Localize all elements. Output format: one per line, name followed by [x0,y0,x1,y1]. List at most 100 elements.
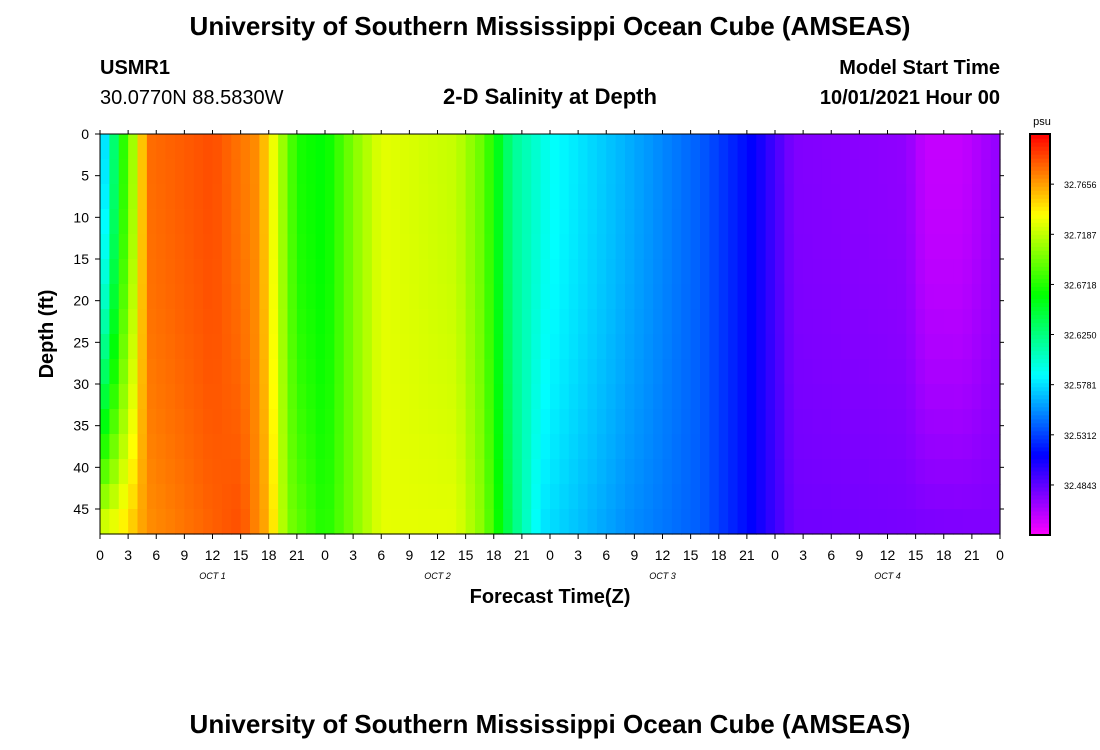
heatmap-cell [268,359,279,385]
x-tick-label: 0 [996,547,1004,563]
heatmap-cell [765,334,776,360]
colorbar-segment [1030,258,1050,263]
heatmap-cell [343,434,354,460]
heatmap-cell [568,459,579,485]
heatmap-cell [325,409,335,435]
colorbar-segment [1030,154,1050,159]
heatmap-cell [578,459,589,485]
heatmap-cell [746,209,757,235]
heatmap-cell [315,309,326,335]
heatmap-cell [212,159,223,185]
heatmap-cell [409,234,420,260]
heatmap-cell [465,484,476,510]
heatmap-cell [709,334,720,360]
heatmap-cell [765,234,776,260]
colorbar-segment [1030,278,1050,283]
heatmap-cell [371,309,382,335]
colorbar-tick-label: 32.7187 [1064,230,1097,240]
heatmap-cell [193,284,204,310]
heatmap-cell [109,284,120,310]
heatmap-cell [296,209,307,235]
colorbar-tick-label: 32.6250 [1064,331,1097,341]
heatmap-cell [371,359,382,385]
heatmap-cell [653,384,664,410]
heatmap-cell [175,459,185,485]
heatmap-cell [400,509,410,535]
heatmap-cell [868,334,879,360]
heatmap-cell [184,509,195,535]
heatmap-cell [859,484,870,510]
heatmap-cell [353,159,364,185]
heatmap-cell [165,384,176,410]
heatmap-cell [540,409,551,435]
heatmap-cell [437,384,448,410]
heatmap-cell [643,284,654,310]
heatmap-cell [437,234,448,260]
heatmap-cell [475,459,485,485]
heatmap-cell [306,334,317,360]
heatmap-cell [456,234,467,260]
heatmap-cell [371,434,382,460]
heatmap-cell [381,184,392,210]
x-tick-label: 6 [827,547,835,563]
heatmap-cell [662,509,673,535]
heatmap-cell [625,459,635,485]
colorbar-segment [1030,270,1050,275]
heatmap-cell [634,359,645,385]
heatmap-cell [606,484,617,510]
heatmap-cell [690,184,701,210]
heatmap-cell [259,459,270,485]
heatmap-cell [137,409,148,435]
heatmap-cell [700,159,710,185]
heatmap-cell [681,334,692,360]
heatmap-cell [456,384,467,410]
heatmap-cell [906,359,917,385]
heatmap-cell [137,459,148,485]
heatmap-cell [953,259,964,285]
heatmap-cell [231,309,242,335]
heatmap-cell [971,334,982,360]
heatmap-cell [484,259,495,285]
heatmap-cell [784,184,795,210]
heatmap-cell [146,509,157,535]
heatmap-cell [868,484,879,510]
heatmap-cell [803,209,814,235]
heatmap-cell [475,434,485,460]
heatmap-cell [831,284,842,310]
heatmap-cell [634,134,645,160]
heatmap-cell [512,384,523,410]
heatmap-cell [793,484,804,510]
heatmap-cell [700,334,710,360]
heatmap-cell [418,359,429,385]
heatmap-cell [653,509,664,535]
heatmap-cell [428,234,439,260]
heatmap-cell [775,134,785,160]
heatmap-cell [868,509,879,535]
heatmap-cell [606,434,617,460]
heatmap-cell [221,334,232,360]
heatmap-cell [878,484,889,510]
day-label: OCT 2 [424,571,451,581]
x-tick-label: 21 [289,547,305,563]
heatmap-cell [484,184,495,210]
heatmap-cell [981,459,992,485]
heatmap-cell [737,234,748,260]
heatmap-cell [671,159,682,185]
heatmap-cell [643,434,654,460]
heatmap-cell [709,409,720,435]
heatmap-cell [587,159,598,185]
heatmap-cell [259,309,270,335]
colorbar-segment [1030,486,1050,492]
heatmap-cell [878,134,889,160]
heatmap-cell [887,134,898,160]
heatmap-cell [325,359,335,385]
heatmap-cell [493,134,504,160]
heatmap-cell [109,134,120,160]
heatmap-cell [503,209,514,235]
heatmap-cell [512,459,523,485]
heatmap-cell [775,284,785,310]
heatmap-cell [287,359,298,385]
heatmap-cell [953,409,964,435]
heatmap-cell [400,409,410,435]
heatmap-cell [390,484,401,510]
